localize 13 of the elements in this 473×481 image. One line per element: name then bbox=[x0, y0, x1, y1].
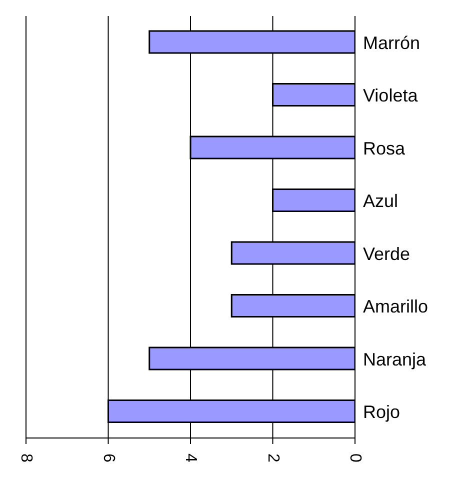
x-tick-label: 8 bbox=[18, 454, 34, 463]
x-tick-label: 4 bbox=[182, 454, 199, 463]
y-tick-label: Verde bbox=[363, 244, 410, 264]
y-tick-label: Rojo bbox=[363, 402, 400, 422]
y-tick-label: Marrón bbox=[363, 32, 420, 53]
x-tick-label: 6 bbox=[100, 454, 117, 463]
y-tick-label: Azul bbox=[363, 191, 398, 212]
x-tick-label: 2 bbox=[264, 454, 282, 463]
x-tick-label: 0 bbox=[346, 454, 364, 463]
y-tick-label: Amarillo bbox=[363, 296, 428, 317]
y-tick-label: Rosa bbox=[363, 138, 406, 158]
y-tick-label: Naranja bbox=[363, 349, 428, 370]
y-tick-label: Violeta bbox=[363, 86, 419, 106]
